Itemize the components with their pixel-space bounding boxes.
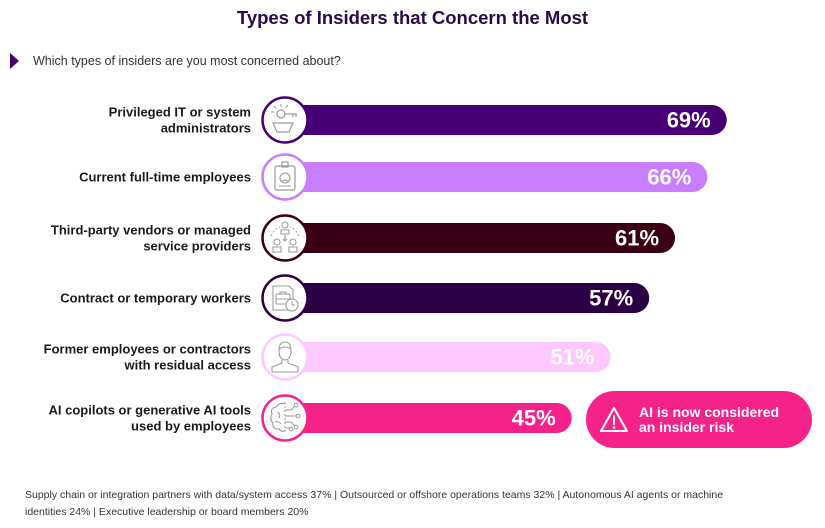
footnote-line-1: Supply chain or integration partners wit…: [25, 489, 724, 501]
icon-circle-1: [261, 153, 309, 201]
icon-circle-4: [261, 333, 309, 381]
callout-line-2: an insider risk: [639, 418, 734, 435]
category-label-line: Privileged IT or system: [109, 105, 251, 120]
id-badge-icon: [274, 161, 296, 191]
category-label-4: Former employees or contractors with resi…: [44, 342, 251, 373]
data-label-4: 51%: [550, 345, 594, 370]
chart-title: Types of Insiders that Concern the Most: [236, 7, 589, 28]
data-label-3: 57%: [589, 286, 633, 311]
bar-0: [285, 105, 727, 135]
callout-line-1: AI is now considered: [639, 403, 780, 420]
warning-icon: [600, 406, 628, 432]
triangle-bullet-icon: [10, 53, 19, 69]
bar-4: [285, 342, 611, 372]
category-label-line: with residual access: [124, 358, 251, 373]
question-text: Which types of insiders are you most con…: [33, 54, 341, 68]
bar-1: [285, 162, 708, 192]
bar-5: [285, 403, 572, 433]
callout-text: AI is now considered an insider risk: [639, 403, 799, 435]
category-label-3: Contract or temporary workers: [60, 291, 251, 306]
category-label-0: Privileged IT or system administrators: [109, 105, 251, 136]
bar-3: [285, 283, 650, 313]
briefcase-clock-icon: [272, 285, 299, 312]
data-label-1: 66%: [647, 165, 691, 190]
icon-circle-0: [261, 96, 309, 144]
category-label-line: Third-party vendors or managed: [51, 223, 251, 238]
data-label-2: 61%: [615, 226, 659, 251]
ai-risk-callout: AI is now considered an insider risk: [586, 391, 812, 448]
bar-2: [285, 223, 676, 253]
category-label-2: Third-party vendors or managed service pr…: [51, 223, 251, 254]
key-in-hand-icon: [271, 104, 297, 133]
category-label-5: AI copilots or generative AI tools used b…: [49, 403, 252, 434]
category-label-line: AI copilots or generative AI tools: [49, 403, 252, 418]
vendor-network-icon: [270, 221, 300, 253]
data-label-5: 45%: [512, 406, 556, 431]
survey-question: Which types of insiders are you most con…: [10, 53, 341, 69]
ai-brain-icon: [270, 402, 301, 434]
bar-chart: 69% Privileged IT or system administrators…: [44, 96, 727, 442]
other-responses-footnote: Supply chain or integration partners wit…: [25, 487, 805, 521]
category-label-line: Former employees or contractors: [44, 342, 251, 357]
category-label-1: Current full-time employees: [79, 170, 251, 185]
data-label-0: 69%: [667, 108, 711, 133]
category-label-line: used by employees: [131, 419, 251, 434]
category-label-line: Current full-time employees: [79, 170, 251, 185]
icon-circle-3: [261, 274, 309, 322]
category-label-line: service providers: [143, 239, 251, 254]
person-icon: [271, 341, 299, 373]
category-label-line: administrators: [161, 121, 251, 136]
footnote-line-2: identities 24% | Executive leadership or…: [25, 506, 309, 518]
category-label-line: Contract or temporary workers: [60, 291, 251, 306]
